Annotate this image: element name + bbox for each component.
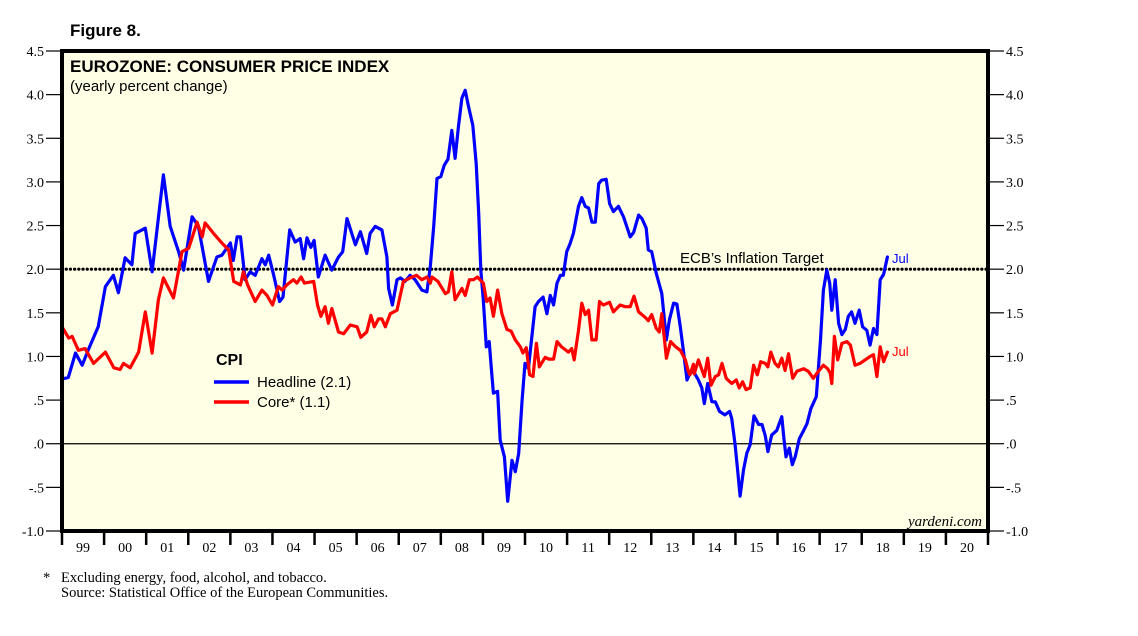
footnote-marker: * [43, 570, 51, 586]
x-tick-label: 16 [792, 541, 806, 556]
y-tick-label-left: 1.0 [27, 350, 45, 365]
x-tick-label: 06 [371, 541, 385, 556]
x-tick-label: 13 [665, 541, 679, 556]
legend-entry-core: Core* (1.1) [257, 394, 330, 411]
y-tick-label-left: 2.0 [27, 263, 45, 278]
y-tick-label-left: -.5 [29, 481, 44, 496]
ecb-target-label: ECB’s Inflation Target [680, 250, 825, 267]
y-tick-label-left: .5 [34, 394, 45, 409]
y-tick-label-right: .0 [1006, 438, 1017, 453]
y-tick-label-right: 3.5 [1006, 132, 1024, 147]
headline-cpi-line [60, 88, 889, 503]
y-tick-label-left: 4.0 [27, 89, 45, 104]
plot-background [62, 51, 988, 531]
x-tick-label: 15 [750, 541, 764, 556]
x-tick-label: 20 [960, 541, 974, 556]
figure-label: Figure 8. [70, 21, 141, 40]
y-tick-label-right: -.5 [1006, 481, 1021, 496]
chart-subtitle: (yearly percent change) [70, 78, 228, 95]
x-tick-label: 10 [539, 541, 553, 556]
x-tick-label: 11 [581, 541, 594, 556]
y-tick-label-right: 4.0 [1006, 89, 1024, 104]
x-tick-label: 99 [76, 541, 90, 556]
x-tick-label: 14 [707, 541, 721, 556]
x-tick-label: 12 [623, 541, 637, 556]
y-tick-label-left: 4.5 [27, 45, 45, 60]
y-tick-label-right: 1.0 [1006, 350, 1024, 365]
x-tick-label: 00 [118, 541, 132, 556]
legend-entry-headline: Headline (2.1) [257, 374, 351, 391]
y-tick-label-left: 1.5 [27, 307, 45, 322]
core-end-label: Jul [892, 344, 909, 359]
x-tick-label: 17 [834, 541, 848, 556]
y-tick-label-left: 2.5 [27, 220, 45, 235]
chart-title: EUROZONE: CONSUMER PRICE INDEX [70, 57, 390, 76]
legend: CPI Headline (2.1) Core* (1.1) [214, 352, 351, 411]
footnote-text: Excluding energy, food, alcohol, and tob… [61, 570, 327, 586]
x-tick-label: 04 [287, 541, 301, 556]
y-tick-label-right: 1.5 [1006, 307, 1024, 322]
y-tick-label-right: .5 [1006, 394, 1017, 409]
source-note: Source: Statistical Office of the Europe… [61, 585, 389, 601]
x-tick-label: 19 [918, 541, 932, 556]
y-tick-label-right: 3.0 [1006, 176, 1024, 191]
core-cpi-line [60, 220, 889, 392]
y-tick-label-right: 4.5 [1006, 45, 1024, 60]
x-tick-label: 02 [202, 541, 216, 556]
chart-notes: * Excluding energy, food, alcohol, and to… [43, 571, 388, 601]
x-tick-label: 07 [413, 541, 427, 556]
footnote: * Excluding energy, food, alcohol, and to… [43, 571, 388, 586]
headline-end-label: Jul [892, 251, 909, 266]
y-tick-label-left: 3.5 [27, 132, 45, 147]
y-tick-label-left: 3.0 [27, 176, 45, 191]
watermark: yardeni.com [906, 514, 982, 530]
x-tick-label: 18 [876, 541, 890, 556]
x-tick-label: 05 [329, 541, 343, 556]
y-tick-label-left: -1.0 [22, 525, 44, 540]
y-tick-label-left: .0 [34, 438, 45, 453]
x-tick-label: 09 [497, 541, 511, 556]
x-tick-label: 01 [160, 541, 174, 556]
legend-title: CPI [216, 352, 243, 369]
x-tick-label: 08 [455, 541, 469, 556]
y-tick-label-right: -1.0 [1006, 525, 1028, 540]
y-tick-label-right: 2.0 [1006, 263, 1024, 278]
x-tick-label: 03 [244, 541, 258, 556]
y-tick-label-right: 2.5 [1006, 220, 1024, 235]
